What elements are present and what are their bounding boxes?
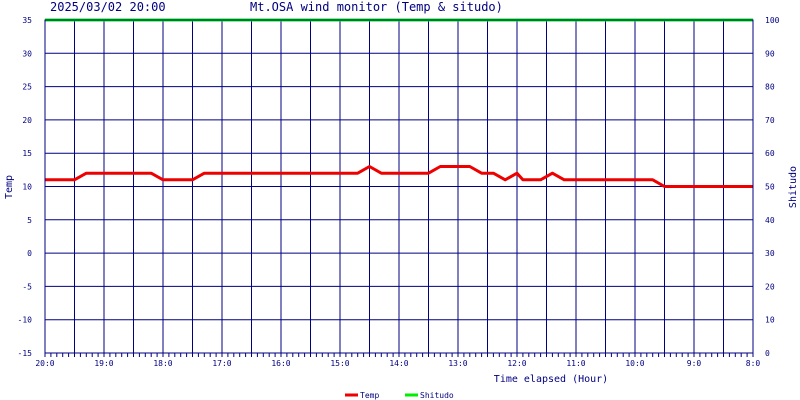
x-tick-label: 14:0: [389, 359, 408, 368]
plot-border: [44, 19, 754, 354]
y-tick-label: 5: [27, 216, 32, 225]
x-tick-label: 9:0: [687, 359, 702, 368]
y-tick-label: 35: [22, 16, 32, 25]
x-tick-label: 20:0: [35, 359, 54, 368]
y-tick-label: 0: [27, 249, 32, 258]
y-axis-label: Temp: [4, 175, 15, 199]
chart-title: Mt.OSA wind monitor (Temp & situdo): [250, 0, 503, 14]
y2-tick-label: 30: [765, 249, 775, 258]
y-tick-label: 10: [22, 183, 32, 192]
x-tick-label: 19:0: [94, 359, 113, 368]
y2-tick-label: 60: [765, 149, 775, 158]
x-tick-label: 13:0: [448, 359, 467, 368]
y-tick-label: 15: [22, 149, 32, 158]
y2-axis-label: Shitudo: [788, 166, 799, 208]
y-tick-label: 30: [22, 49, 32, 58]
x-tick-label: 16:0: [271, 359, 290, 368]
y2-tick-label: 20: [765, 282, 775, 291]
y2-tick-label: 50: [765, 183, 775, 192]
y-tick-label: -10: [18, 316, 33, 325]
legend-label-shitudo: Shitudo: [420, 391, 454, 400]
series-temp-line: [45, 165, 753, 188]
y2-tick-label: 70: [765, 116, 775, 125]
x-tick-label: 18:0: [153, 359, 172, 368]
y2-tick-label: 100: [765, 16, 780, 25]
y2-tick-label: 80: [765, 83, 775, 92]
x-tick-label: 15:0: [330, 359, 349, 368]
y2-tick-label: 10: [765, 316, 775, 325]
x-tick-label: 12:0: [507, 359, 526, 368]
y2-tick-label: 40: [765, 216, 775, 225]
legend: Temp Shitudo: [345, 391, 454, 400]
grid: [44, 19, 754, 357]
y-tick-label: 25: [22, 83, 32, 92]
x-tick-label: 11:0: [566, 359, 585, 368]
plot-frame: [44, 19, 754, 354]
legend-label-temp: Temp: [360, 391, 379, 400]
x-axis-label: Time elapsed (Hour): [494, 374, 608, 385]
y-tick-label: -5: [22, 282, 32, 291]
y2-tick-label: 0: [765, 349, 770, 358]
y-tick-label: 20: [22, 116, 32, 125]
tick-labels: 35302520151050-5-10-15100908070605040302…: [18, 16, 780, 368]
y-tick-label: -15: [18, 349, 33, 358]
x-tick-label: 10:0: [625, 359, 644, 368]
x-tick-label: 17:0: [212, 359, 231, 368]
y2-tick-label: 90: [765, 49, 775, 58]
header-date: 2025/03/02 20:00: [50, 0, 166, 14]
x-tick-label: 8:0: [746, 359, 761, 368]
